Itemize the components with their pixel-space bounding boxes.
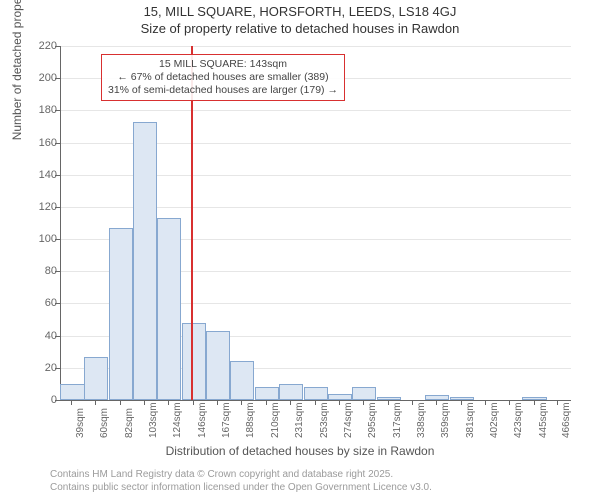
x-tick-label: 317sqm	[392, 402, 403, 438]
x-tick-label: 423sqm	[513, 402, 524, 438]
title-address: 15, MILL SQUARE, HORSFORTH, LEEDS, LS18 …	[0, 4, 600, 21]
histogram-bar	[84, 357, 108, 400]
x-tick-label: 146sqm	[197, 402, 208, 438]
y-axis-label: Number of detached properties	[10, 0, 24, 140]
histogram-bar	[60, 384, 84, 400]
y-tick-label: 20	[37, 362, 57, 374]
y-tick-label: 60	[37, 297, 57, 309]
x-tick-label: 210sqm	[270, 402, 281, 438]
histogram-bar	[206, 331, 230, 400]
histogram-bar	[255, 387, 279, 400]
x-tick-label: 60sqm	[99, 408, 110, 438]
x-tick-label: 381sqm	[465, 402, 476, 438]
histogram-bar	[304, 387, 328, 400]
x-tick-label: 124sqm	[172, 402, 183, 438]
y-tick-label: 120	[37, 201, 57, 213]
y-tick-label: 140	[37, 169, 57, 181]
y-tick-label: 200	[37, 72, 57, 84]
histogram-bar	[230, 361, 254, 400]
y-tick-label: 0	[37, 394, 57, 406]
callout-box: 15 MILL SQUARE: 143sqm← 67% of detached …	[101, 54, 345, 101]
x-tick-label: 466sqm	[561, 402, 572, 438]
histogram-chart: 15 MILL SQUARE: 143sqm← 67% of detached …	[60, 46, 571, 401]
title-subtitle: Size of property relative to detached ho…	[0, 21, 600, 38]
x-tick-label: 188sqm	[245, 402, 256, 438]
x-tick-label: 338sqm	[416, 402, 427, 438]
histogram-bar	[450, 397, 474, 400]
x-tick-label: 445sqm	[538, 402, 549, 438]
y-tick-label: 220	[37, 40, 57, 52]
footer-attribution: Contains HM Land Registry data © Crown c…	[50, 469, 432, 494]
histogram-bar	[425, 395, 449, 400]
x-tick-label: 359sqm	[440, 402, 451, 438]
x-tick-label: 82sqm	[124, 408, 135, 438]
y-tick-label: 180	[37, 104, 57, 116]
x-tick-label: 39sqm	[75, 408, 86, 438]
y-tick-label: 40	[37, 330, 57, 342]
x-tick-label: 231sqm	[294, 402, 305, 438]
y-tick-label: 100	[37, 233, 57, 245]
y-tick-label: 80	[37, 265, 57, 277]
x-tick-label: 103sqm	[148, 402, 159, 438]
histogram-bar	[279, 384, 303, 400]
histogram-bar	[157, 218, 181, 400]
histogram-bar	[109, 228, 133, 400]
histogram-bar	[133, 122, 157, 400]
x-tick-label: 295sqm	[367, 402, 378, 438]
histogram-bar	[522, 397, 546, 400]
y-tick-label: 160	[37, 137, 57, 149]
x-tick-label: 167sqm	[221, 402, 232, 438]
histogram-bar	[352, 387, 376, 400]
histogram-bar	[182, 323, 206, 400]
histogram-bar	[377, 397, 401, 400]
x-tick-label: 402sqm	[489, 402, 500, 438]
x-axis-label: Distribution of detached houses by size …	[0, 444, 600, 458]
x-tick-label: 253sqm	[319, 402, 330, 438]
x-tick-label: 274sqm	[343, 402, 354, 438]
